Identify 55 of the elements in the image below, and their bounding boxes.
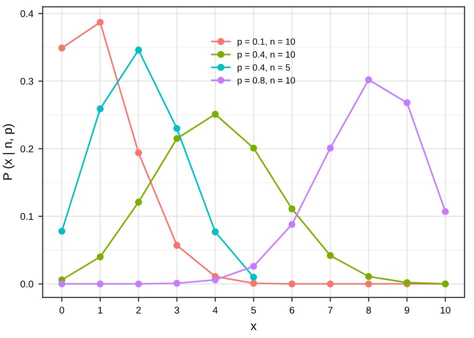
point — [58, 280, 66, 288]
y-tick-label: 0.0 — [20, 280, 34, 288]
point — [288, 205, 296, 212]
point — [365, 273, 372, 280]
point — [135, 46, 142, 54]
x-tick-label: 1 — [98, 306, 102, 314]
point — [250, 144, 258, 152]
point — [58, 228, 66, 235]
point — [212, 110, 219, 118]
point — [326, 252, 334, 259]
point — [442, 208, 449, 216]
legend-label: p = 0.4, n = 5 — [238, 64, 290, 72]
point — [173, 124, 180, 132]
point — [135, 280, 142, 288]
point — [173, 135, 180, 142]
point — [96, 280, 104, 288]
point — [212, 228, 219, 236]
point — [404, 99, 410, 106]
x-tick-label: 4 — [212, 306, 218, 314]
x-tick-label: 2 — [136, 306, 141, 314]
y-axis-title: P (x | n, p) — [2, 124, 15, 180]
point — [250, 262, 258, 270]
x-tick-label: 8 — [366, 306, 371, 314]
y-tick-label: 0.1 — [20, 213, 34, 220]
point — [365, 76, 372, 84]
point — [96, 18, 104, 26]
legend-label: p = 0.8, n = 10 — [238, 77, 295, 86]
point — [212, 276, 219, 284]
x-tick-label: 0 — [60, 306, 64, 314]
point — [288, 280, 296, 288]
x-tick-label: 3 — [174, 306, 180, 314]
y-tick-label: 0.2 — [20, 145, 34, 152]
point — [365, 280, 372, 288]
legend-label: p = 0.4, n = 10 — [238, 51, 295, 60]
x-tick-label: 10 — [440, 306, 450, 314]
point — [173, 280, 180, 287]
y-tick-label: 0.3 — [20, 78, 34, 85]
x-tick-label: 7 — [328, 306, 333, 314]
point — [58, 44, 66, 52]
point — [250, 274, 258, 281]
point — [173, 242, 180, 249]
point — [326, 280, 334, 288]
point — [135, 149, 142, 156]
point — [135, 198, 142, 206]
legend-label: p = 0.1, n = 10 — [238, 38, 295, 47]
point — [96, 253, 104, 260]
point — [288, 220, 296, 228]
x-axis-title: x — [250, 324, 257, 330]
point — [326, 144, 334, 152]
x-tick-label: 9 — [404, 306, 410, 314]
x-tick-label: 5 — [251, 306, 256, 314]
point — [96, 105, 104, 112]
point — [250, 280, 258, 287]
x-tick-label: 6 — [290, 306, 294, 314]
y-tick-label: 0.4 — [20, 10, 34, 18]
